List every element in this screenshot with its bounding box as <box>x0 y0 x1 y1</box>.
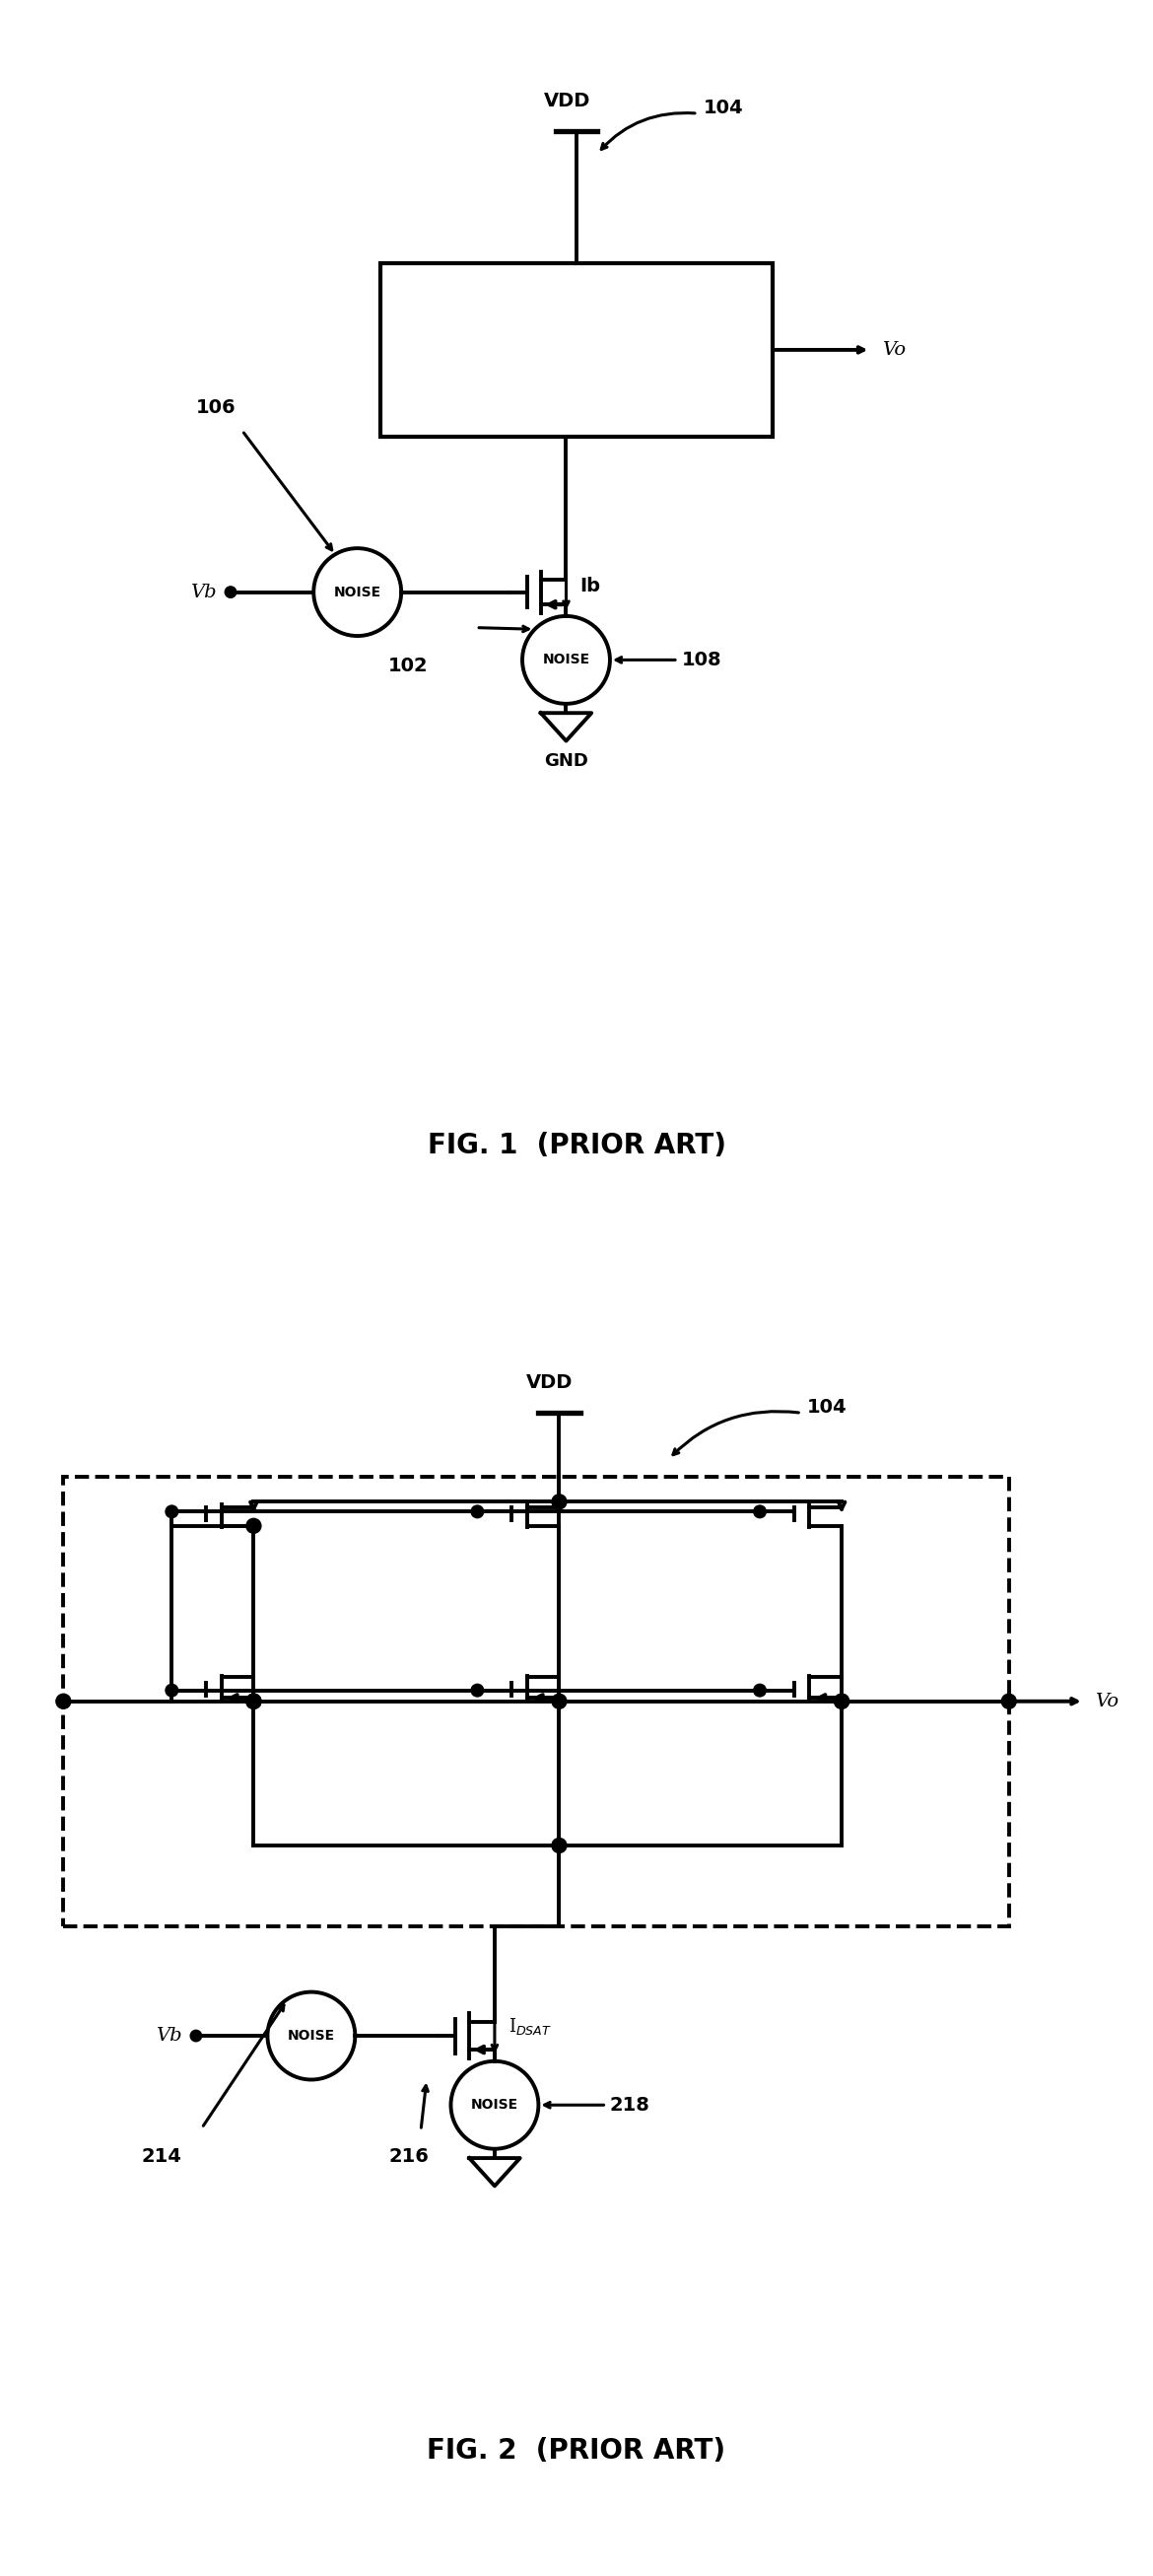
Bar <box>63 1476 1009 1927</box>
Text: FIG. 2  (PRIOR ART): FIG. 2 (PRIOR ART) <box>427 2437 726 2465</box>
Circle shape <box>551 1837 567 1855</box>
Text: FIG. 1  (PRIOR ART): FIG. 1 (PRIOR ART) <box>428 1131 725 1159</box>
Circle shape <box>165 1504 179 1520</box>
Text: 102: 102 <box>387 657 428 675</box>
Text: 104: 104 <box>807 1399 847 1417</box>
Text: Vo: Vo <box>882 340 906 358</box>
Text: 218: 218 <box>610 2097 650 2115</box>
Text: Ib: Ib <box>580 577 601 595</box>
Text: 108: 108 <box>681 652 722 670</box>
Text: Vb: Vb <box>156 2027 182 2045</box>
Circle shape <box>753 1504 767 1520</box>
Text: VDD: VDD <box>544 90 590 111</box>
Circle shape <box>246 1517 262 1533</box>
Circle shape <box>470 1685 484 1698</box>
Text: OSCILLATOR: OSCILLATOR <box>515 340 638 358</box>
Circle shape <box>551 1692 567 1710</box>
Circle shape <box>834 1692 850 1710</box>
Text: GND: GND <box>544 752 588 770</box>
Bar <box>380 263 773 435</box>
Text: 214: 214 <box>142 2148 181 2166</box>
Text: Vo: Vo <box>1095 1692 1120 1710</box>
Circle shape <box>834 1692 850 1710</box>
Circle shape <box>189 2030 203 2043</box>
Circle shape <box>55 1692 71 1710</box>
Circle shape <box>470 1504 484 1520</box>
Text: NOISE: NOISE <box>470 2097 519 2112</box>
Text: I$_{DSAT}$: I$_{DSAT}$ <box>508 2017 552 2038</box>
Text: VDD: VDD <box>527 1373 573 1391</box>
Circle shape <box>753 1685 767 1698</box>
Text: NOISE: NOISE <box>542 654 590 667</box>
Circle shape <box>165 1685 179 1698</box>
Circle shape <box>246 1692 262 1710</box>
Circle shape <box>551 1494 567 1510</box>
Text: NOISE: NOISE <box>333 585 382 600</box>
Circle shape <box>224 585 238 598</box>
Circle shape <box>246 1692 262 1710</box>
Circle shape <box>1001 1692 1017 1710</box>
Circle shape <box>246 1692 262 1710</box>
Text: 106: 106 <box>196 399 236 417</box>
Text: Vb: Vb <box>190 582 217 600</box>
Text: NOISE: NOISE <box>287 2030 336 2043</box>
Text: 216: 216 <box>390 2148 429 2166</box>
Text: 104: 104 <box>703 98 744 116</box>
